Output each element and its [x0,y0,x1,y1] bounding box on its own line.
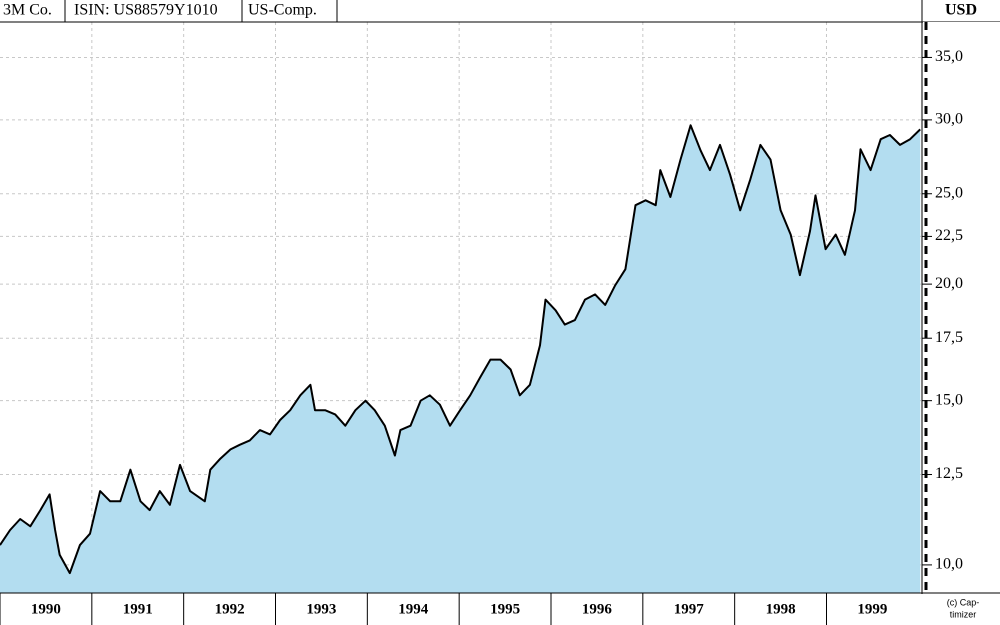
x-tick-label: 1992 [215,601,245,617]
x-tick-label: 1997 [674,601,705,617]
y-unit: USD [945,2,977,19]
x-tick-label: 1994 [398,601,429,617]
credit: timizer [950,609,977,619]
y-tick-label: 35,0 [935,48,963,65]
y-tick-label: 17,5 [935,329,963,346]
x-tick-label: 1993 [306,601,336,617]
header-exchange: US-Comp. [248,2,317,19]
header-company: 3M Co. [3,2,52,19]
x-axis-panel [0,594,1000,625]
x-tick-label: 1998 [766,601,796,617]
plot-area [0,22,922,594]
y-tick-label: 10,0 [935,556,963,573]
x-tick-label: 1996 [582,601,613,617]
y-tick-label: 12,5 [935,465,963,482]
credit: (c) Cap- [947,597,980,607]
header-isin: ISIN: US88579Y1010 [74,2,218,19]
y-axis-panel [923,22,1000,593]
x-tick-label: 1995 [490,601,520,617]
area-fill [0,125,921,594]
price-line [0,124,921,575]
y-tick-label: 22,5 [935,227,963,244]
x-tick-label: 1991 [123,601,153,617]
y-tick-label: 30,0 [935,111,963,128]
y-tick-label: 25,0 [935,184,963,201]
y-tick-label: 20,0 [935,275,963,292]
x-tick-label: 1999 [857,601,887,617]
header-bar [0,0,1000,22]
y-tick-label: 15,0 [935,391,963,408]
x-tick-label: 1990 [31,601,61,617]
